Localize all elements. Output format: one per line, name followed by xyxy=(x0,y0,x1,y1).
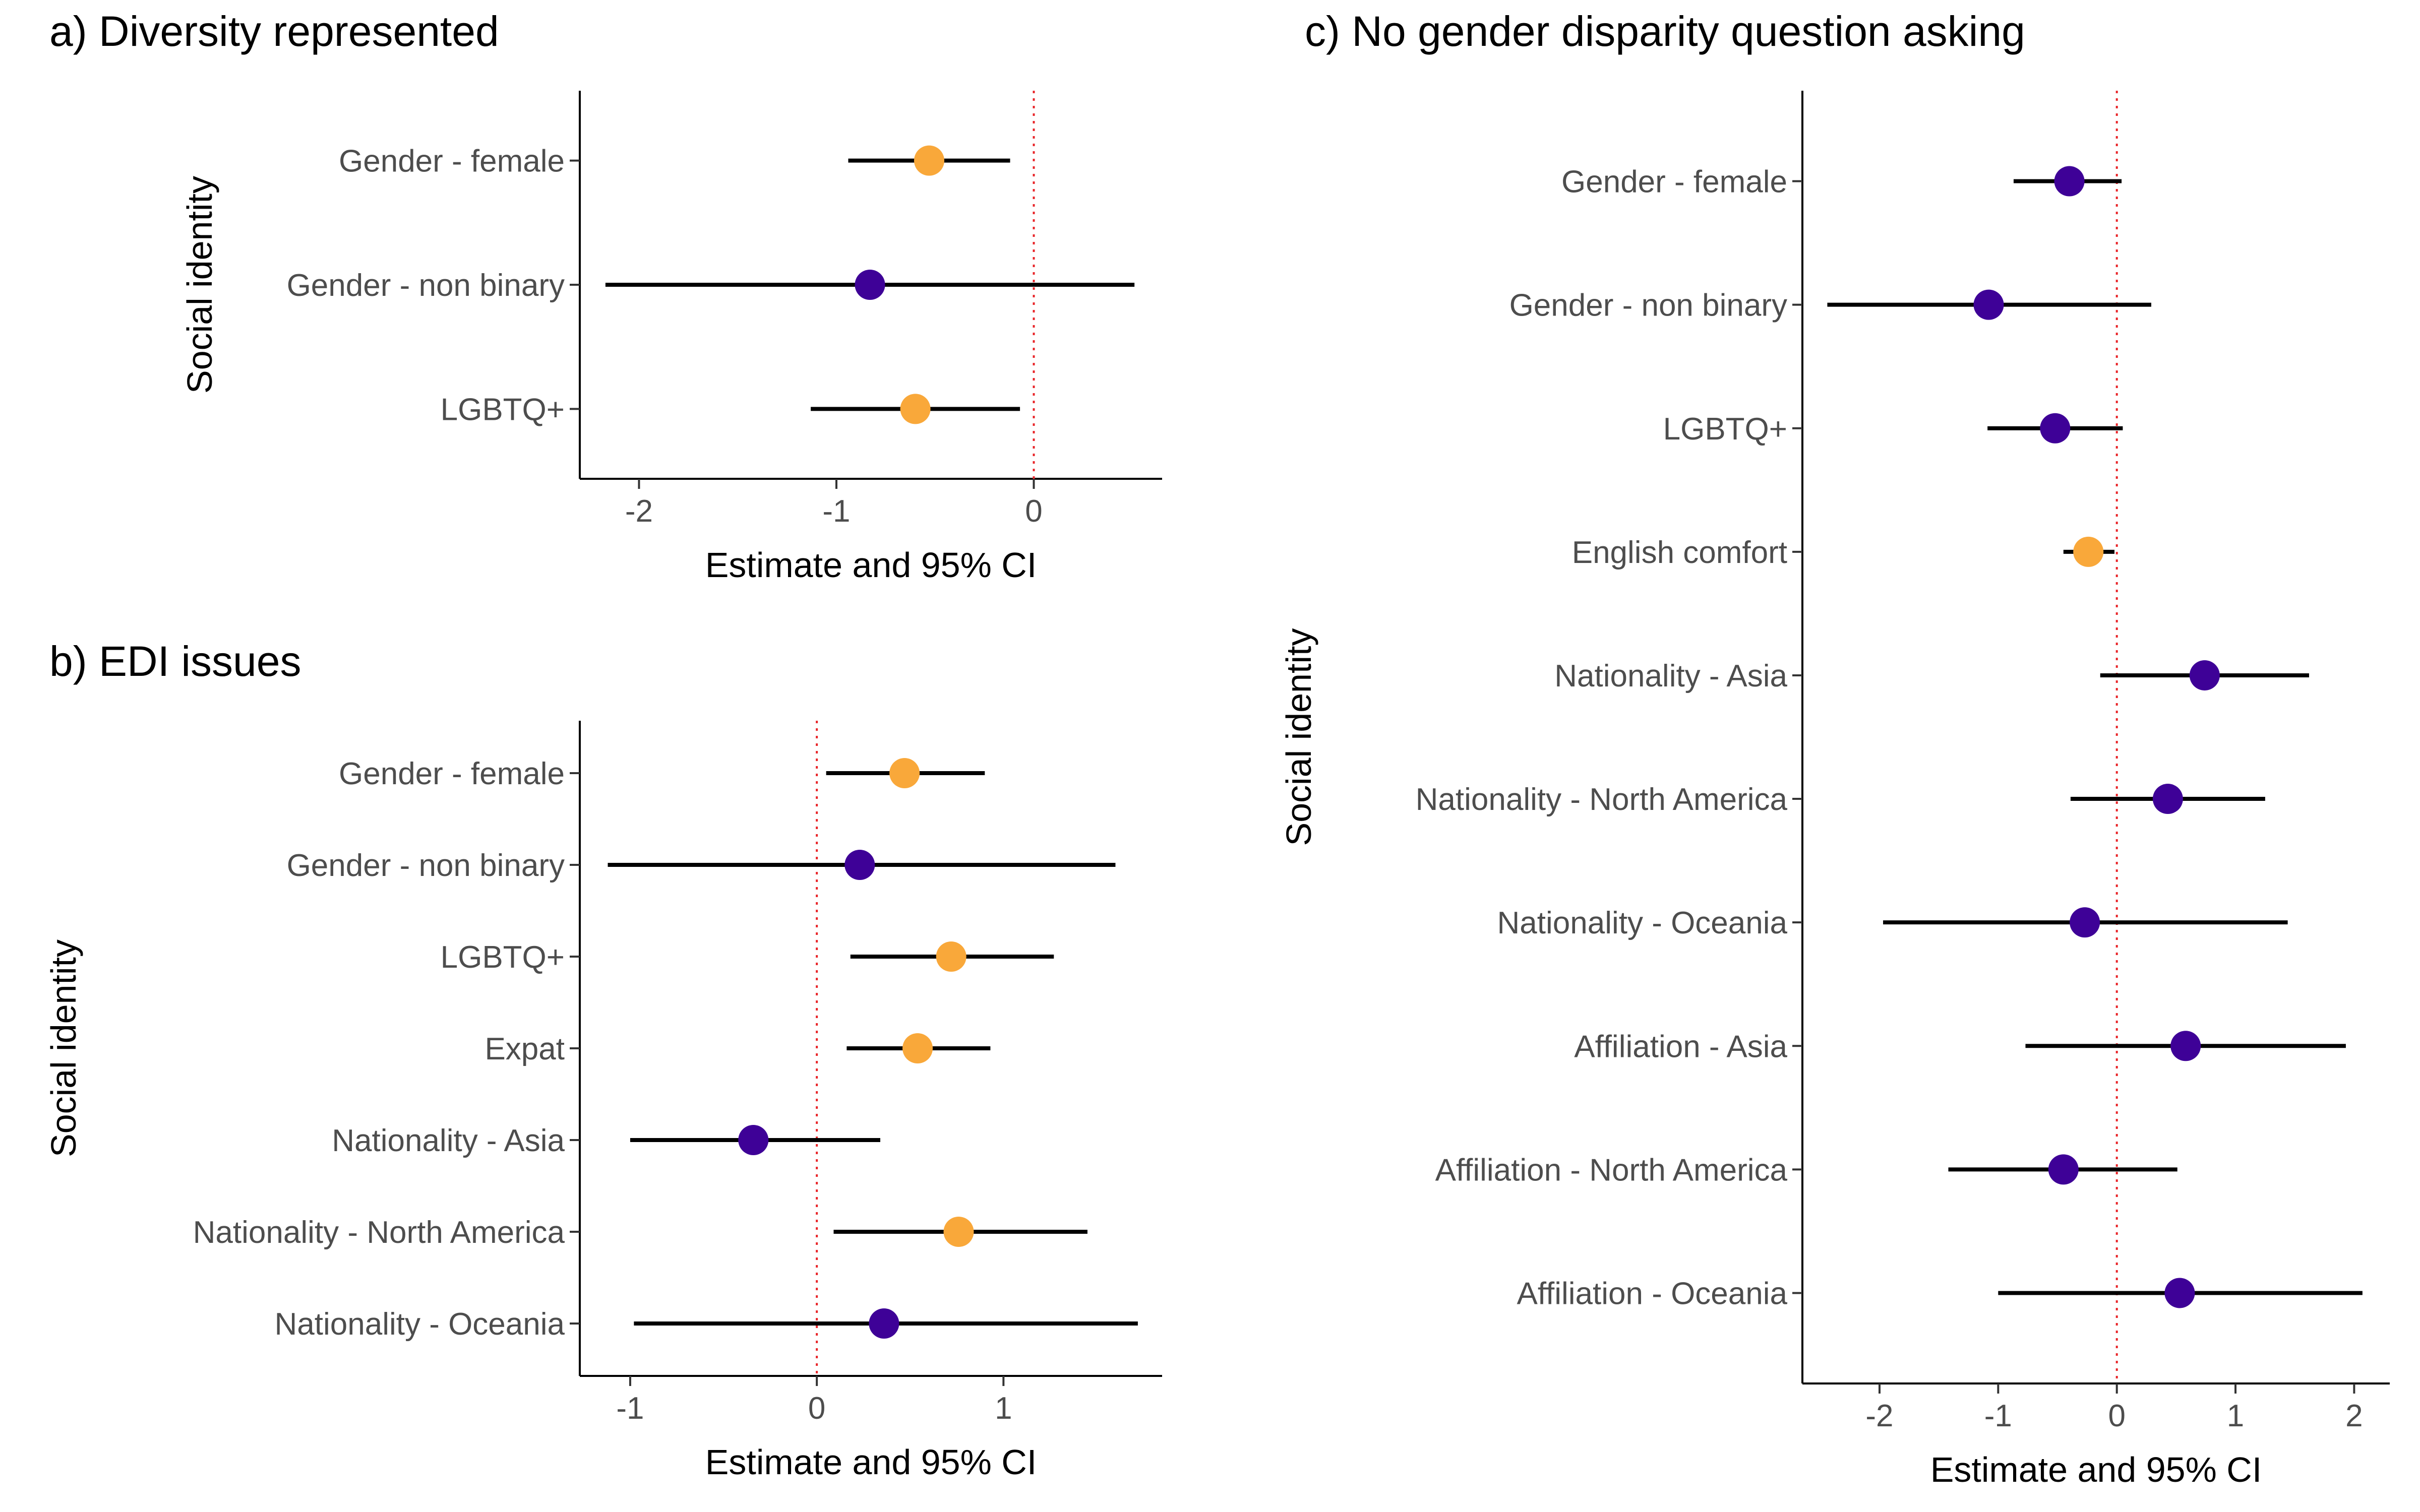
x-tick-label-b: 0 xyxy=(808,1391,825,1426)
y-axis-title-b: Social identity xyxy=(44,939,83,1157)
estimate-point-c xyxy=(2054,166,2085,197)
estimate-point-b xyxy=(936,941,966,972)
panel-a: a) Diversity represented -2 -1 0 Estimate a… xyxy=(0,0,1210,605)
x-tick-label-a: -2 xyxy=(625,494,653,529)
category-label-c: Affiliation - Asia xyxy=(1574,1029,1787,1064)
y-axis-title-a: Social identity xyxy=(180,176,219,394)
x-tick-label-c: -2 xyxy=(1865,1399,1893,1433)
category-label-c: LGBTQ+ xyxy=(1663,412,1787,447)
category-label-c: Affiliation - Oceania xyxy=(1517,1276,1788,1311)
category-label-c: Nationality - North America xyxy=(1416,782,1788,817)
x-tick-label-c: 0 xyxy=(2108,1399,2125,1433)
x-tick-label-c: -1 xyxy=(1984,1399,2012,1433)
category-label-b: LGBTQ+ xyxy=(441,940,565,975)
x-axis-title-a: Estimate and 95% CI xyxy=(705,545,1037,585)
estimate-point-a xyxy=(855,270,885,300)
category-label-a: Gender - female xyxy=(339,144,565,179)
category-label-c: Gender - non binary xyxy=(1509,288,1787,323)
estimate-point-c xyxy=(2070,907,2100,938)
panel-b: b) EDI issues -1 0 1 Estimate and 95% CI Soc… xyxy=(0,630,1210,1512)
estimate-point-c xyxy=(2189,660,2220,690)
estimate-point-c xyxy=(2152,784,2183,814)
estimate-point-b xyxy=(844,850,875,880)
estimate-point-c xyxy=(1973,289,2004,320)
estimate-point-a xyxy=(900,394,931,424)
estimate-point-c xyxy=(2170,1031,2201,1061)
category-label-b: Gender - female xyxy=(339,757,565,791)
estimate-point-b xyxy=(889,758,920,788)
category-label-b: Nationality - Asia xyxy=(332,1123,565,1158)
chart-title-a: a) Diversity represented xyxy=(49,8,499,55)
estimate-point-b xyxy=(943,1217,974,1247)
category-label-b: Nationality - North America xyxy=(193,1215,565,1250)
category-label-b: Expat xyxy=(485,1032,565,1066)
x-tick-label-b: 1 xyxy=(995,1391,1012,1426)
category-label-c: Gender - female xyxy=(1561,165,1787,200)
x-axis-title-c: Estimate and 95% CI xyxy=(1930,1450,2262,1489)
chart-b-svg: -1 0 1 Estimate and 95% CI Social identity Ge… xyxy=(44,721,1162,1482)
category-label-c: Nationality - Oceania xyxy=(1497,906,1788,940)
x-tick-label-c: 2 xyxy=(2345,1399,2363,1433)
category-label-a: Gender - non binary xyxy=(287,268,565,303)
category-label-c: English comfort xyxy=(1572,535,1787,570)
estimate-point-b xyxy=(869,1308,899,1339)
y-axis-title-c: Social identity xyxy=(1279,628,1318,846)
x-axis-title-b: Estimate and 95% CI xyxy=(705,1442,1037,1482)
panel-c: c) No gender disparity question asking -… xyxy=(1260,0,2420,1512)
estimate-point-b xyxy=(738,1125,769,1155)
x-tick-label-a: 0 xyxy=(1025,494,1042,529)
x-tick-label-c: 1 xyxy=(2227,1399,2244,1433)
estimate-point-c xyxy=(2073,536,2104,567)
chart-a-svg: -2 -1 0 Estimate and 95% CI Social identity G… xyxy=(180,91,1162,585)
chart-c-svg: -2 -1 0 1 2 Estimate and 95% CI Social identit… xyxy=(1279,91,2390,1489)
category-label-b: Nationality - Oceania xyxy=(275,1307,565,1342)
estimate-point-b xyxy=(902,1033,933,1063)
chart-title-b: b) EDI issues xyxy=(49,638,301,685)
category-label-c: Nationality - Asia xyxy=(1554,659,1787,694)
category-label-b: Gender - non binary xyxy=(287,848,565,883)
estimate-point-a xyxy=(914,145,944,176)
estimate-point-c xyxy=(2164,1278,2195,1308)
category-label-a: LGBTQ+ xyxy=(441,392,565,427)
x-tick-label-b: -1 xyxy=(616,1391,644,1426)
estimate-point-c xyxy=(2040,413,2071,444)
chart-title-c: c) No gender disparity question asking xyxy=(1305,8,2025,55)
category-label-c: Affiliation - North America xyxy=(1435,1153,1788,1187)
x-tick-label-a: -1 xyxy=(822,494,850,529)
estimate-point-c xyxy=(2048,1154,2079,1185)
